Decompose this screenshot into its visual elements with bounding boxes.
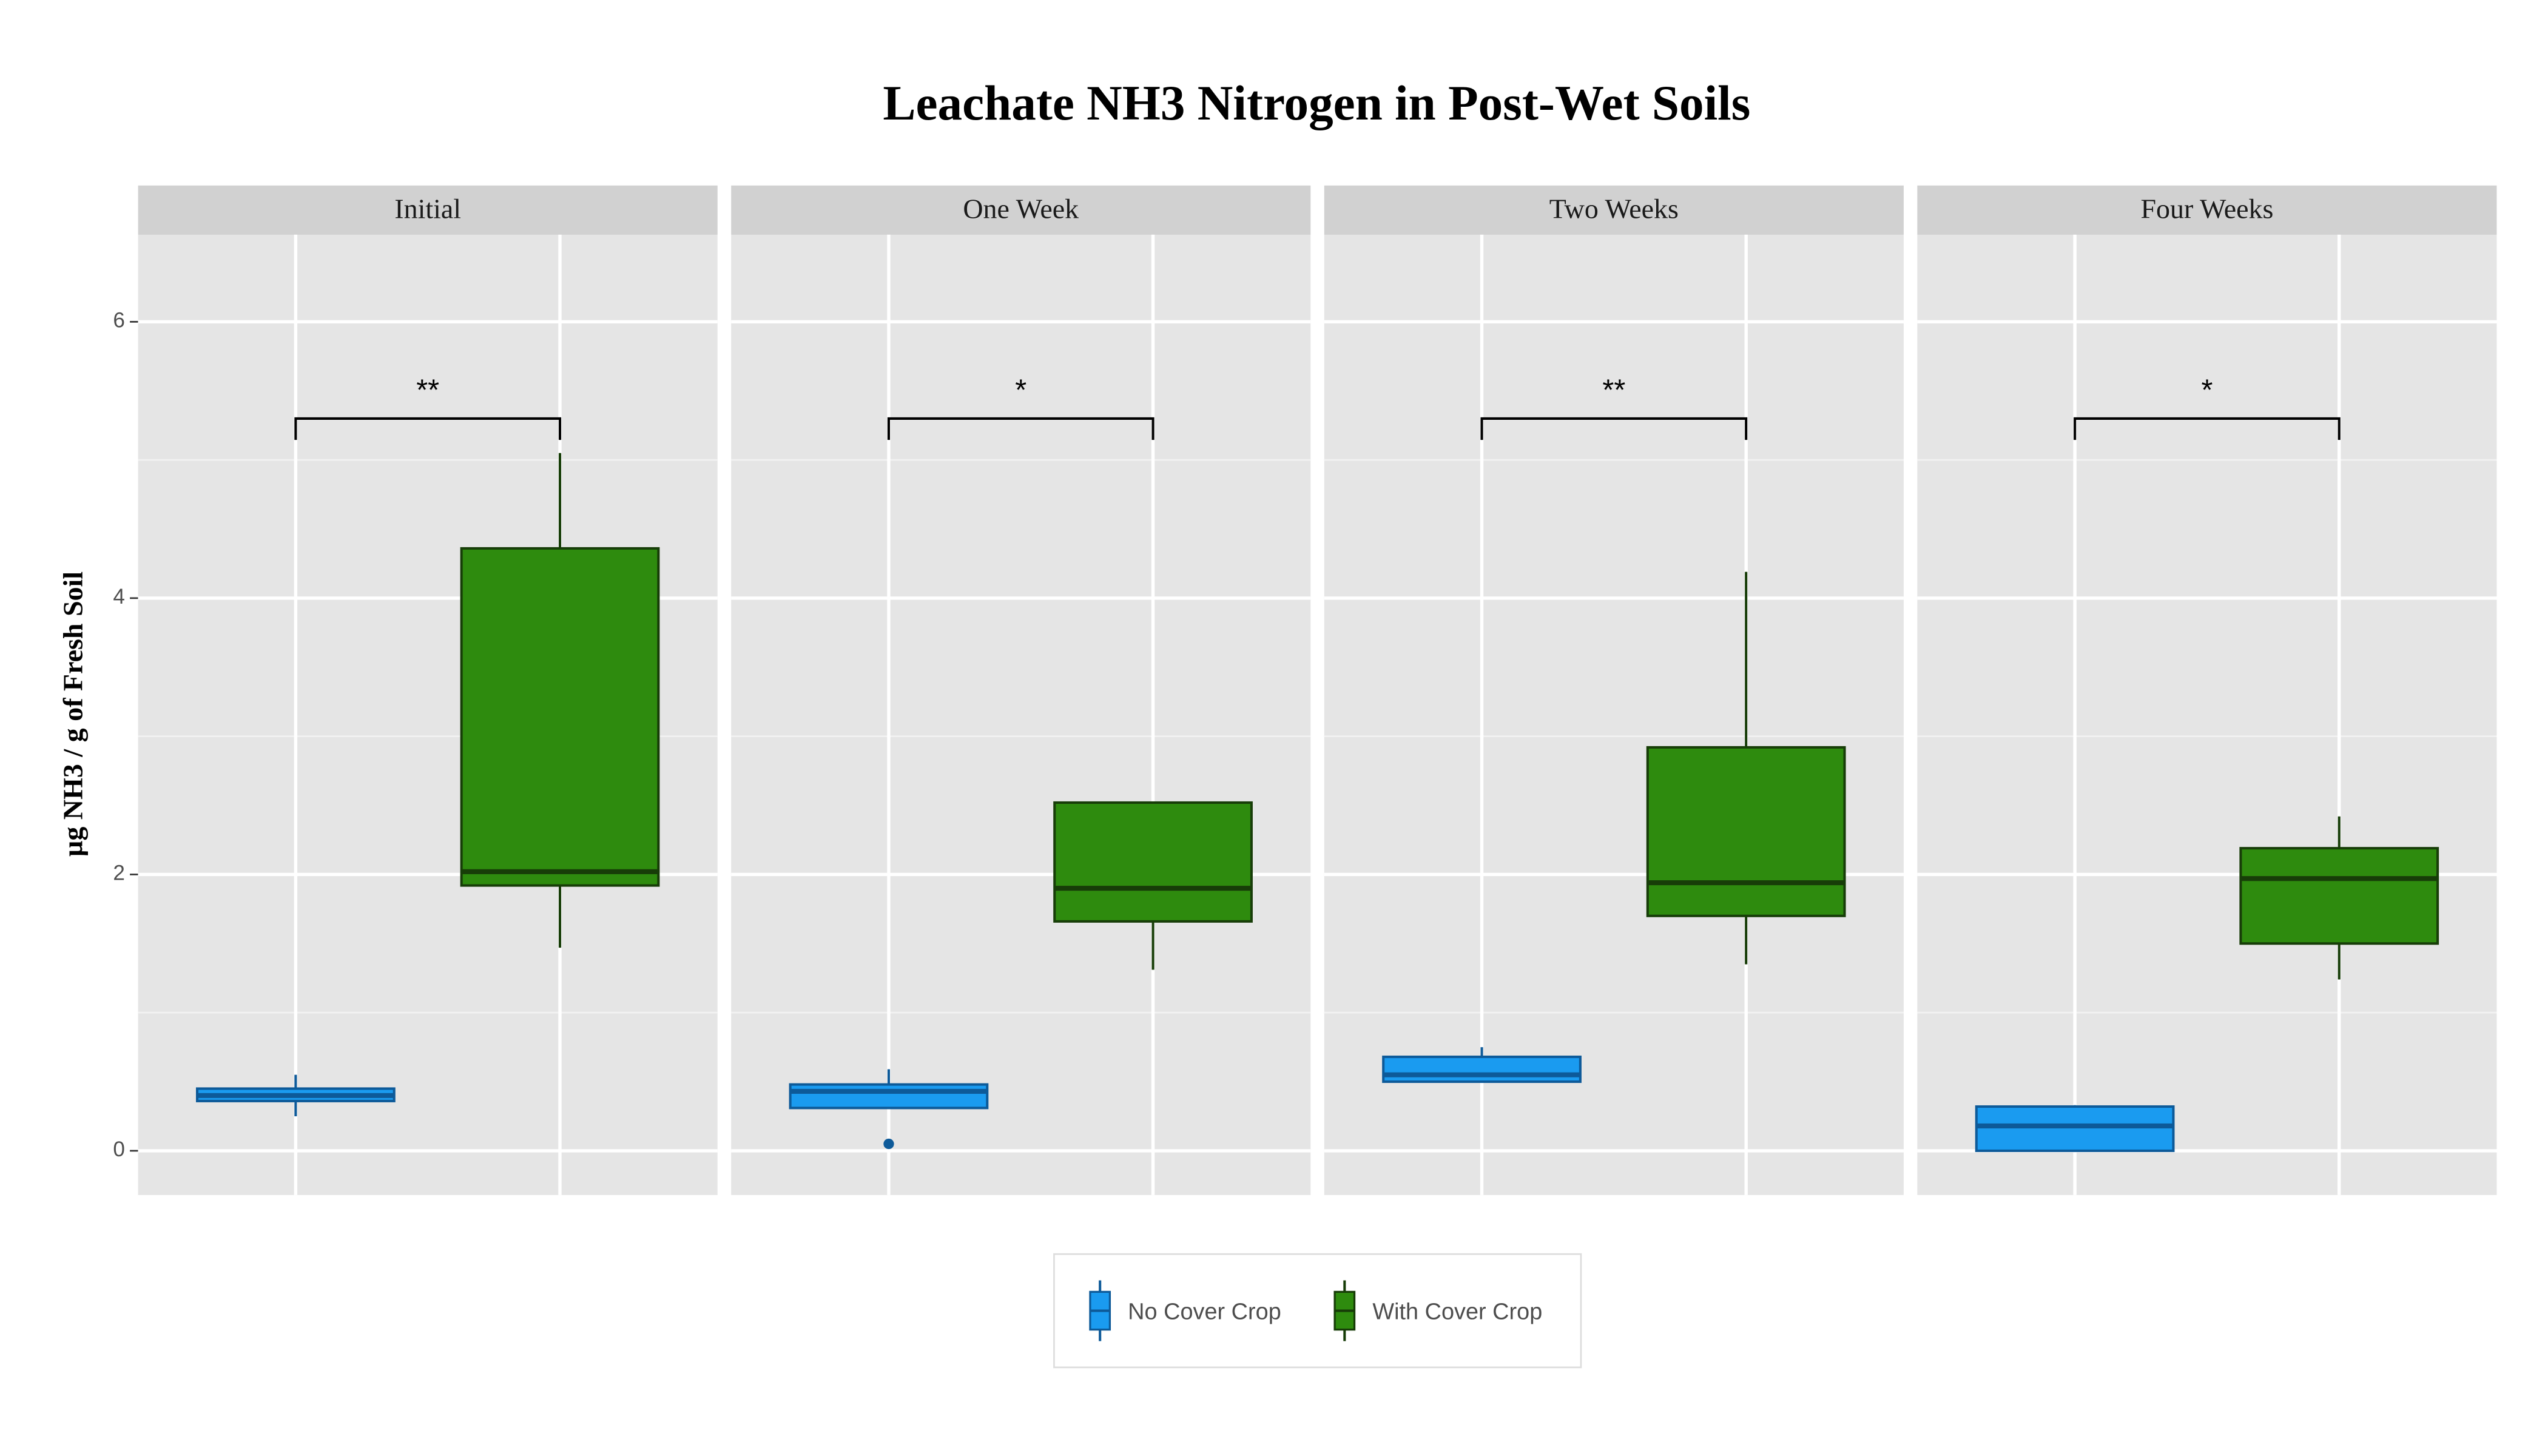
facet-label: Two Weeks: [1549, 194, 1679, 224]
significance-bracket: [294, 417, 562, 440]
box: [1975, 1105, 2175, 1152]
legend-label: No Cover Crop: [1128, 1299, 1281, 1325]
significance-label: *: [2201, 374, 2213, 407]
strip: [1324, 185, 1904, 235]
facet-label: One Week: [963, 194, 1079, 224]
strip: [138, 185, 718, 235]
box: [1382, 1056, 1582, 1084]
panel: [1324, 234, 1904, 1195]
significance-bracket: [887, 417, 1154, 440]
box: [460, 547, 660, 887]
facet-label: Initial: [394, 194, 461, 224]
y-tick-label: 6: [113, 309, 125, 332]
significance-label: **: [416, 374, 439, 407]
significance-bracket: [2074, 417, 2341, 440]
box: [789, 1083, 989, 1110]
legend: [1053, 1253, 1582, 1369]
significance-label: **: [1602, 374, 1625, 407]
strip: [1917, 185, 2497, 235]
y-tick-label: 0: [113, 1138, 125, 1161]
panel: [1917, 234, 2497, 1195]
y-tick-label: 2: [113, 861, 125, 885]
facet-label: Four Weeks: [2140, 194, 2273, 224]
box: [1646, 746, 1846, 917]
outlier: [883, 1138, 894, 1150]
y-tick-label: 4: [113, 585, 125, 608]
box: [1053, 801, 1253, 923]
significance-label: *: [1015, 374, 1026, 407]
box: [2239, 847, 2439, 945]
chart-title: Leachate NH3 Nitrogen in Post-Wet Soils: [883, 76, 1750, 130]
legend-label: With Cover Crop: [1372, 1299, 1542, 1325]
y-axis-label: µg NH3 / g of Fresh Soil: [57, 571, 88, 857]
panel: [731, 234, 1311, 1195]
strip: [731, 185, 1311, 235]
significance-bracket: [1480, 417, 1748, 440]
